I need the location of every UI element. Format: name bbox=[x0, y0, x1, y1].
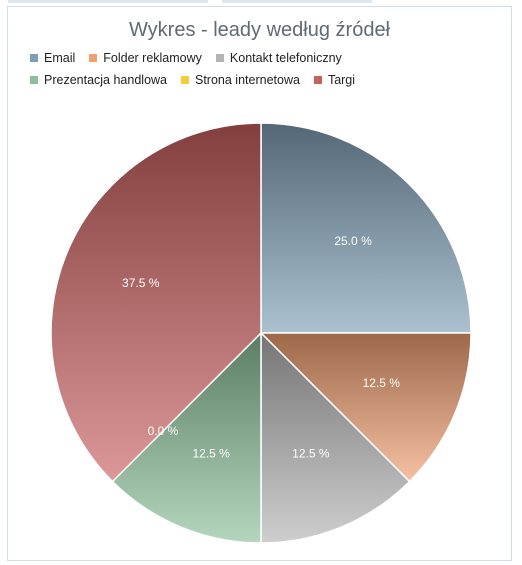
tab-indicator bbox=[8, 0, 208, 3]
legend-swatch bbox=[89, 54, 98, 62]
legend-label: Email bbox=[44, 51, 76, 65]
legend-swatch bbox=[30, 76, 38, 84]
slice-data-label: 12.5 % bbox=[292, 446, 330, 460]
legend-swatch bbox=[215, 54, 224, 62]
slice-data-label: 37.5 % bbox=[122, 276, 160, 290]
legend-label: Prezentacja handlowa bbox=[44, 73, 167, 87]
legend-swatch bbox=[30, 54, 38, 62]
top-tab-strip bbox=[0, 0, 522, 5]
legend-row: Prezentacja handlowa Strona internetowa … bbox=[30, 69, 500, 91]
chart-panel: Wykres - leady według źródeł Email Folde… bbox=[7, 6, 512, 561]
legend-row: Email Folder reklamowy Kontakt telefonic… bbox=[30, 47, 500, 69]
tab-indicator bbox=[222, 0, 372, 3]
legend-swatch bbox=[313, 76, 322, 84]
pie-chart: 25.0 % 12.5 % 12.5 % 12.5 % 0.0 % 37.5 % bbox=[50, 122, 472, 544]
chart-legend: Email Folder reklamowy Kontakt telefonic… bbox=[30, 47, 500, 91]
legend-item-folder[interactable]: Folder reklamowy bbox=[89, 51, 202, 65]
legend-item-website[interactable]: Strona internetowa bbox=[181, 73, 300, 87]
pie-slice-2[interactable] bbox=[259, 332, 472, 483]
pie-slice-3[interactable] bbox=[260, 331, 411, 544]
legend-item-phone[interactable]: Kontakt telefoniczny bbox=[215, 51, 342, 65]
legend-item-email[interactable]: Email bbox=[30, 51, 75, 65]
legend-label: Kontakt telefoniczny bbox=[229, 51, 342, 65]
pie-slice-6[interactable] bbox=[50, 122, 262, 483]
slice-data-label: 25.0 % bbox=[334, 234, 372, 248]
slice-data-label: 0.0 % bbox=[148, 424, 179, 438]
legend-item-presentation[interactable]: Prezentacja handlowa bbox=[30, 73, 167, 87]
chart-title: Wykres - leady według źródeł bbox=[128, 19, 391, 41]
legend-item-fairs[interactable]: Targi bbox=[313, 73, 356, 87]
pie-slice-1[interactable] bbox=[260, 122, 472, 334]
legend-label: Folder reklamowy bbox=[103, 51, 202, 65]
legend-label: Strona internetowa bbox=[195, 73, 300, 87]
slice-data-label: 12.5 % bbox=[363, 376, 401, 390]
legend-swatch bbox=[181, 76, 189, 84]
pie-slice-4[interactable] bbox=[111, 331, 262, 544]
legend-label: Targi bbox=[327, 73, 356, 87]
slice-data-label: 12.5 % bbox=[192, 446, 230, 460]
